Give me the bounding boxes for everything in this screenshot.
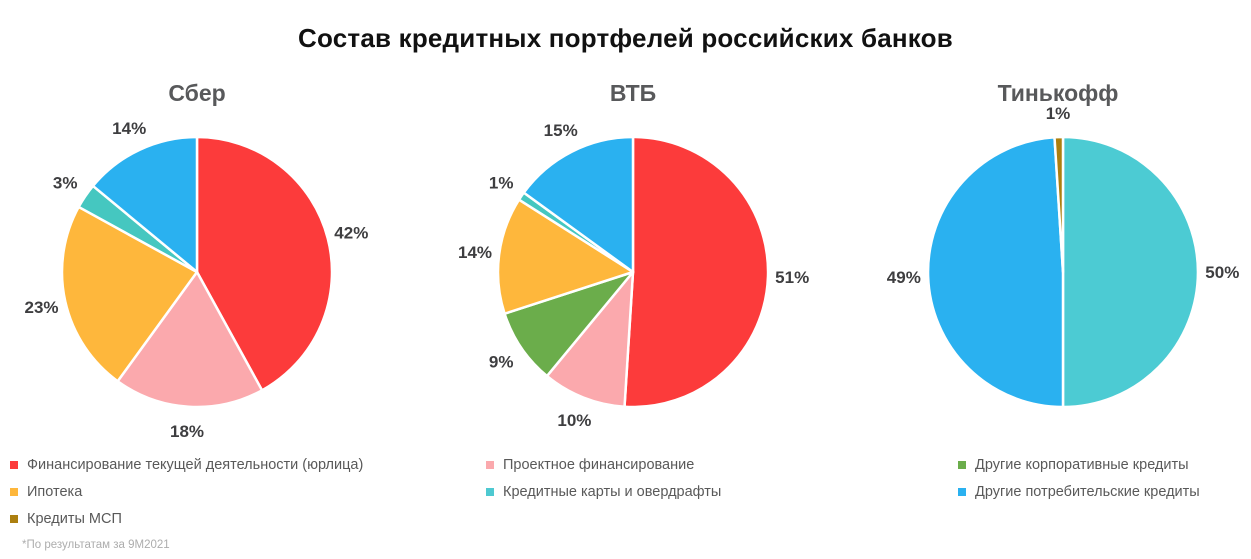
legend-item-label: Другие потребительские кредиты: [975, 484, 1200, 500]
slice-value-label: 23%: [24, 298, 58, 317]
slice-value-label: 15%: [544, 121, 578, 140]
legend-item-label: Другие корпоративные кредиты: [975, 457, 1189, 473]
legend-item-other-corporate: Другие корпоративные кредиты: [958, 456, 1200, 474]
slice-value-label: 42%: [334, 223, 368, 242]
pie-slice: [545, 270, 635, 408]
pie-svg-tinkoff: 50% 49% 1%: [887, 104, 1239, 409]
pie-slice: [623, 135, 770, 409]
legend-swatch-icon: [958, 461, 966, 469]
legend-item-label: Кредиты МСП: [27, 511, 122, 527]
footnote: *По результатам за 9М2021: [22, 539, 170, 551]
pie-slice: [1053, 135, 1065, 274]
chart-title-tinkoff: Тинькофф: [997, 80, 1119, 106]
legend-swatch-icon: [10, 515, 18, 523]
chart-title-vtb: ВТБ: [609, 80, 657, 106]
pie-slice: [60, 205, 199, 383]
pie-chart-tinkoff: Тинькофф 50% 49% 1%: [834, 70, 1251, 450]
slice-value-label: 51%: [775, 268, 809, 287]
legend-swatch-icon: [10, 461, 18, 469]
legend-item-label: Ипотека: [27, 484, 83, 500]
legend-item-sme-loans: Кредиты МСП: [10, 510, 363, 528]
slice-value-label: 1%: [1046, 104, 1071, 123]
legend-item-project-financing: Проектное финансирование: [486, 456, 721, 474]
legend-item-label: Финансирование текущей деятельности (юрл…: [27, 457, 364, 473]
legend-item-mortgage: Ипотека: [10, 483, 363, 501]
legend-item-other-consumer: Другие потребительские кредиты: [958, 483, 1200, 501]
pie-slice: [1061, 135, 1200, 409]
slice-value-label: 10%: [557, 411, 591, 430]
legend-item-cards-overdrafts: Кредитные карты и овердрафты: [486, 483, 721, 501]
pie-chart-sber: Сбер 42% 18% 23% 3% 14%: [0, 70, 417, 450]
slice-value-label: 3%: [53, 174, 78, 193]
pie-slice: [496, 198, 635, 315]
legend-swatch-icon: [486, 461, 494, 469]
page-title: Состав кредитных портфелей российских ба…: [298, 23, 953, 54]
pie-slice: [116, 270, 264, 409]
pie-svg-vtb: 51% 10% 9% 14% 1% 15%: [458, 121, 809, 430]
legend-item-current-activity-financing: Финансирование текущей деятельности (юрл…: [10, 456, 363, 474]
slice-value-label: 50%: [1205, 263, 1239, 282]
pie-slice: [91, 135, 199, 274]
slice-value-label: 14%: [458, 243, 492, 262]
slice-value-label: 18%: [170, 422, 204, 441]
chart-title-sber: Сбер: [168, 80, 226, 106]
legend-item-label: Кредитные карты и овердрафты: [503, 484, 722, 500]
legend-swatch-icon: [958, 488, 966, 496]
slice-value-label: 49%: [887, 268, 921, 287]
legend-swatch-icon: [10, 488, 18, 496]
slice-value-label: 14%: [112, 119, 146, 138]
legend-column-2: Проектное финансирование Кредитные карты…: [486, 456, 721, 510]
legend-column-3: Другие корпоративные кредиты Другие потр…: [958, 456, 1200, 510]
legend-swatch-icon: [486, 488, 494, 496]
pie-chart-vtb: ВТБ 51% 10% 9% 14% 1% 15%: [417, 70, 834, 450]
legend-item-label: Проектное финансирование: [503, 457, 695, 473]
pie-slice: [522, 135, 635, 274]
pie-slice: [926, 136, 1065, 409]
pie-svg-sber: 42% 18% 23% 3% 14%: [24, 119, 368, 441]
legend-column-1: Финансирование текущей деятельности (юрл…: [10, 456, 363, 537]
slice-value-label: 9%: [489, 353, 514, 372]
pie-slice: [195, 135, 334, 392]
slice-value-label: 1%: [489, 174, 514, 193]
